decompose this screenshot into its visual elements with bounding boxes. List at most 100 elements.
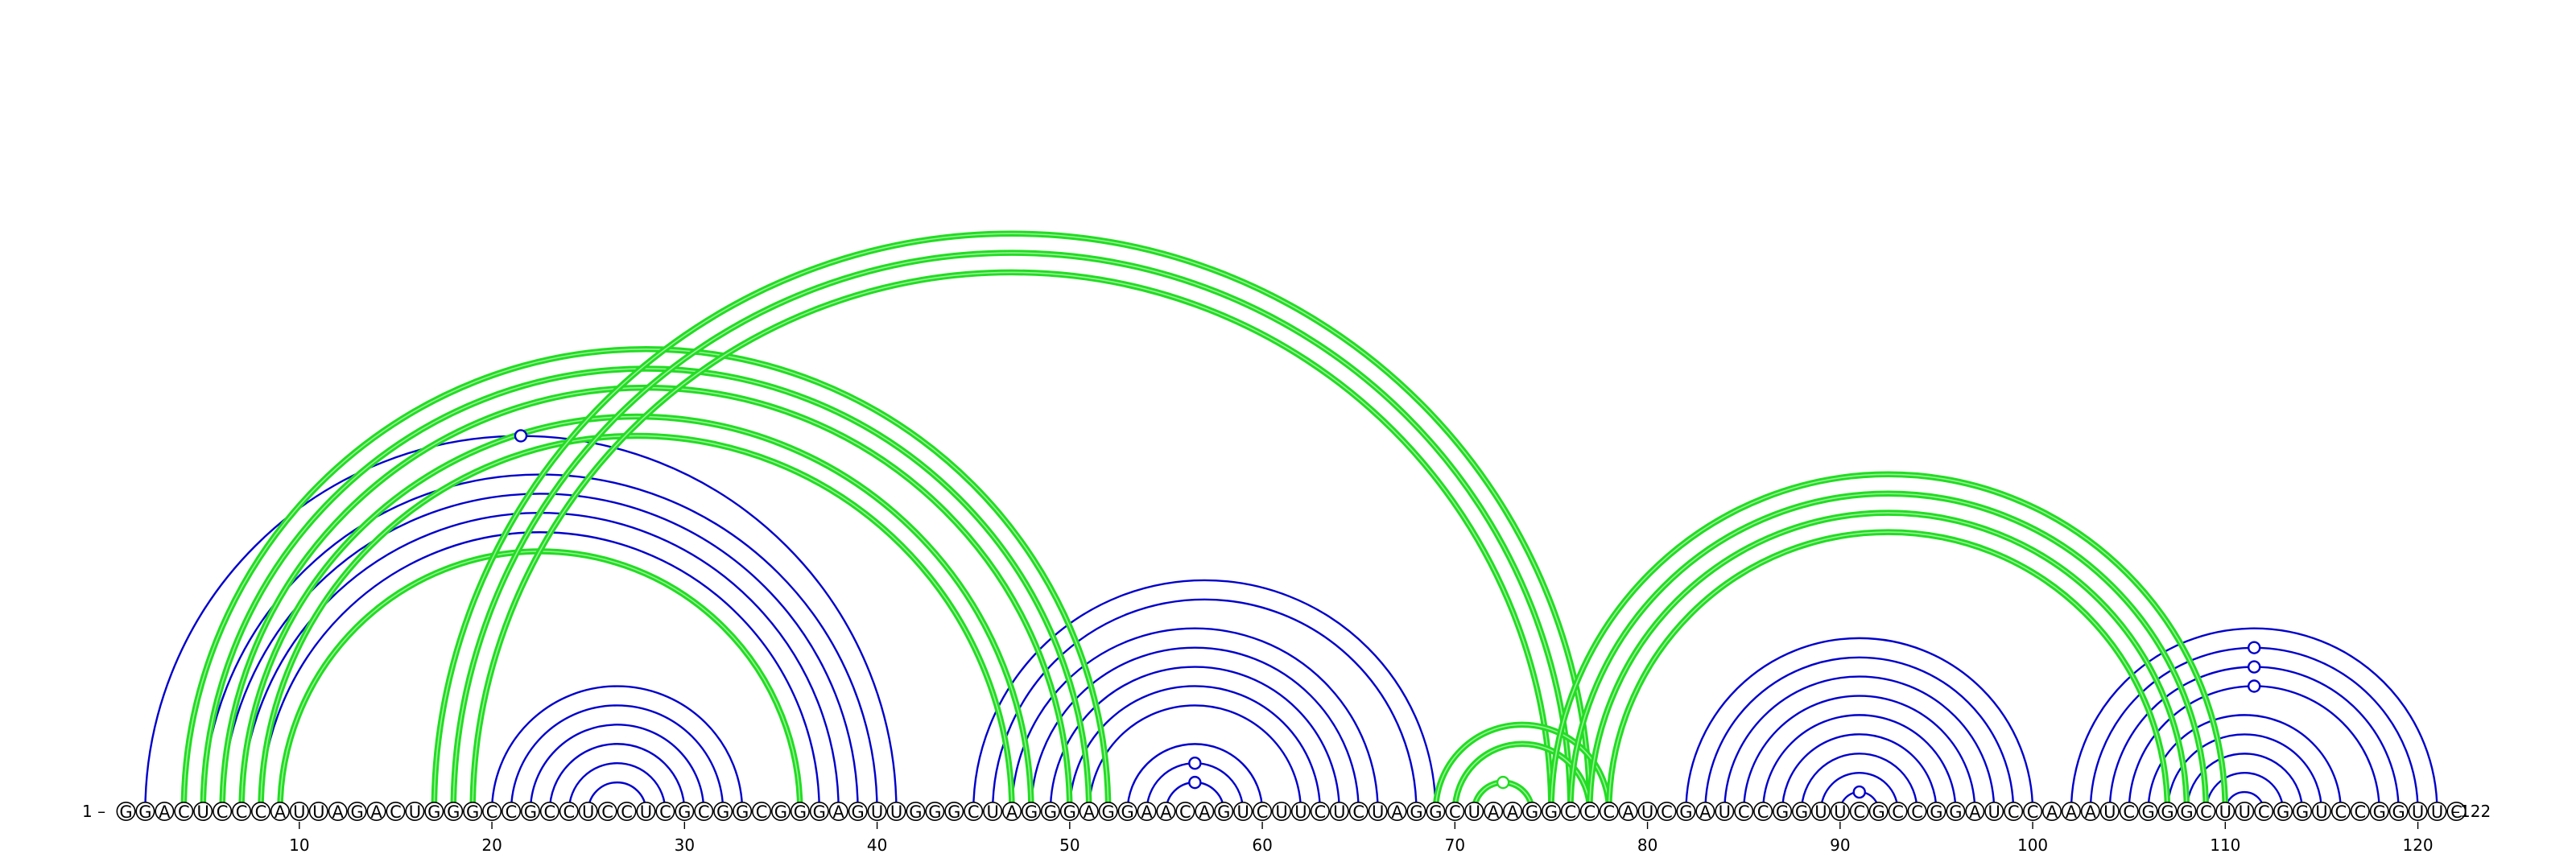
nucleotide-letter: C	[1603, 802, 1615, 822]
nucleotide: G	[944, 801, 964, 822]
nucleotide-letter: G	[1930, 802, 1942, 822]
nucleotide: G	[1946, 801, 1966, 822]
nucleotide-letter: G	[1949, 802, 1962, 822]
green-arc-layer	[180, 230, 2225, 812]
nucleotide-letter: A	[2066, 802, 2078, 822]
nucleotide-letter: C	[1257, 802, 1269, 822]
nucleotide-letter: C	[236, 802, 248, 822]
nucleotide: C	[482, 801, 502, 822]
nucleotide: G	[463, 801, 483, 822]
nucleotide: G	[1773, 801, 1793, 822]
green-base-pair-arc	[1605, 529, 2171, 812]
nucleotide-letter: A	[833, 802, 845, 822]
nucleotide-letter: C	[1352, 802, 1364, 822]
blue-base-pair-arc	[1049, 666, 1340, 812]
nucleotide-letter: U	[1988, 802, 2000, 822]
nucleotide-letter: G	[2277, 802, 2289, 822]
nucleotide: G	[906, 801, 926, 822]
nucleotide: G	[1676, 801, 1696, 822]
blue-base-pair-arc	[1761, 714, 1957, 812]
nucleotide: G	[116, 801, 136, 822]
nucleotide-letter: C	[1449, 802, 1461, 822]
nucleotide-letter: A	[275, 802, 287, 822]
nucleotide-letter: G	[1044, 802, 1057, 822]
nucleotide: G	[2177, 801, 2197, 822]
green-base-pair-arc	[1451, 740, 1593, 812]
nucleotide-letter: U	[1294, 802, 1307, 822]
position-ticks: 10 20 30 40 50 60 70 80 90 100 110 120	[289, 822, 2434, 855]
nucleotide-letter: U	[890, 802, 902, 822]
nucleotide-letter: C	[217, 802, 229, 822]
nucleotide-letter: C	[1757, 802, 1769, 822]
nucleotide-letter: C	[255, 802, 267, 822]
nucleotide-letter: U	[409, 802, 421, 822]
nucleotide-letter: A	[1622, 802, 1634, 822]
nucleotide: C	[694, 801, 714, 822]
sequence-start-label: 1 –	[82, 802, 105, 821]
nucleotide-letter: G	[774, 802, 787, 822]
nucleotide-letter: G	[350, 802, 363, 822]
nucleotide: G	[1868, 801, 1889, 822]
nucleotide-letter: U	[2315, 802, 2327, 822]
nucleotide-letter: C	[1853, 802, 1865, 822]
nucleotide: C	[655, 801, 675, 822]
tick-label: 80	[1637, 835, 1657, 855]
nucleotide: U	[2235, 801, 2255, 822]
blue-base-pair-arc	[203, 475, 877, 811]
tick-label: 70	[1445, 835, 1465, 855]
nucleotide-letter: A	[1507, 802, 1519, 822]
nucleotide-letter: C	[1911, 802, 1923, 822]
nucleotide-letter: U	[1236, 802, 1249, 822]
nucleotide-letter: U	[293, 802, 305, 822]
nucleotide-letter: C	[1892, 802, 1904, 822]
nucleotide: G	[713, 801, 733, 822]
nucleotide: U	[289, 801, 309, 822]
nucleotide: C	[2196, 801, 2216, 822]
blue-base-pair-arc	[1010, 627, 1379, 812]
nucleotide: G	[733, 801, 753, 822]
nucleotide: C	[1888, 801, 1908, 822]
loop-marker-layer	[514, 429, 2261, 799]
nucleotide-letter: G	[1063, 802, 1076, 822]
nucleotide-letter: G	[928, 802, 941, 822]
nucleotide: C	[213, 801, 233, 822]
blue-base-pair-arc	[1030, 646, 1360, 812]
nucleotide: U	[1810, 801, 1831, 822]
nucleotide: A	[1503, 801, 1523, 822]
nucleotide-letter: G	[1872, 802, 1885, 822]
blue-base-pair-arc	[1743, 695, 1976, 812]
nucleotide: A	[1484, 801, 1504, 822]
nucleotide-letter: G	[678, 802, 691, 822]
green-base-pair-arc	[180, 346, 1112, 812]
nucleotide-letter: G	[119, 802, 132, 822]
nucleotide-letter: G	[1121, 802, 1133, 822]
nucleotide: G	[347, 801, 367, 822]
nucleotide-letter: A	[1006, 802, 1018, 822]
nucleotide: C	[2023, 801, 2043, 822]
blue-base-pair-arc	[2186, 753, 2304, 812]
nucleotide: C	[1753, 801, 1773, 822]
nucleotide-letter: A	[370, 802, 382, 822]
nucleotide-letter: U	[1814, 802, 1827, 822]
nucleotide-letter: C	[1661, 802, 1673, 822]
nucleotide-letter: G	[909, 802, 922, 822]
loop-marker	[1852, 785, 1866, 799]
nucleotide: U	[1233, 801, 1253, 822]
nucleotide: C	[1734, 801, 1754, 822]
nucleotide-letter: C	[698, 802, 710, 822]
nucleotide: C	[1579, 801, 1600, 822]
nucleotide: C	[752, 801, 772, 822]
nucleotide: G	[1522, 801, 1542, 822]
nucleotide-letter: U	[986, 802, 998, 822]
nucleotide: U	[578, 801, 598, 822]
nucleotide-letter: G	[852, 802, 865, 822]
green-base-pair-arc	[469, 269, 1554, 812]
nucleotide: G	[1406, 801, 1426, 822]
nucleotide: C	[386, 801, 406, 822]
nucleotide: G	[1117, 801, 1137, 822]
tick-label: 40	[867, 835, 887, 855]
nucleotide: C	[559, 801, 579, 822]
nucleotide: G	[2273, 801, 2293, 822]
nucleotide-letter: U	[2412, 802, 2424, 822]
nucleotide: G	[1059, 801, 1080, 822]
